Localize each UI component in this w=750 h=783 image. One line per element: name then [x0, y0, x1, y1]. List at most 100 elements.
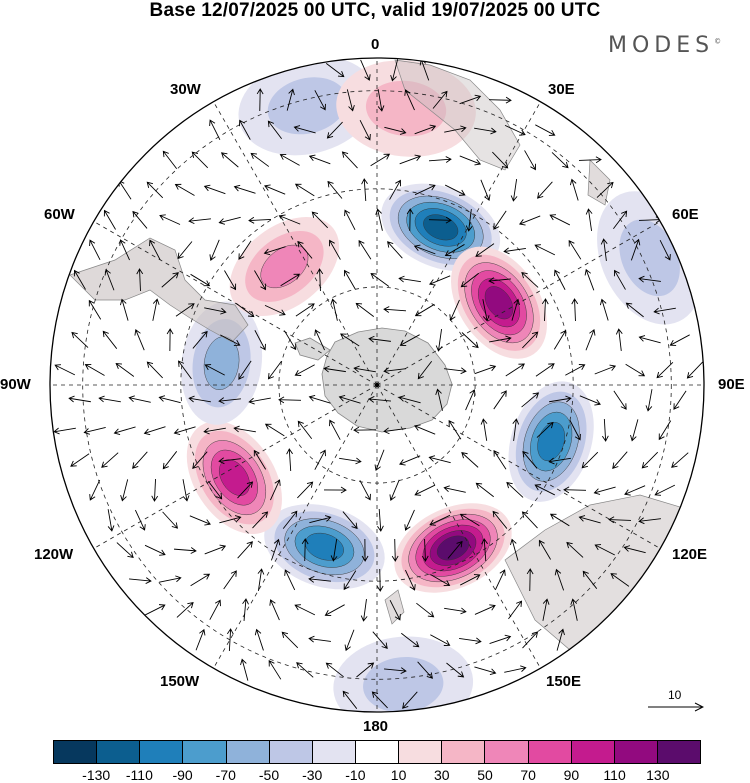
wind-arrow: [308, 635, 331, 643]
colorbar-tick-label: 50: [477, 767, 493, 783]
wind-arrow: [414, 184, 436, 196]
wind-arrow: [461, 452, 479, 468]
wind-arrow: [119, 239, 130, 261]
wind-arrow: [191, 151, 209, 169]
wind-arrow: [421, 538, 429, 562]
wind-arrow: [267, 360, 282, 380]
wind-arrow: [443, 485, 466, 493]
wind-arrow: [460, 272, 479, 288]
wind-arrow: [429, 514, 451, 526]
wind-arrow: [70, 453, 90, 467]
wind-arrow: [297, 240, 313, 259]
wind-arrow: [401, 632, 420, 648]
wind-arrow: [344, 209, 356, 230]
wind-arrow: [143, 426, 166, 436]
wind-arrow: [522, 450, 538, 469]
wind-arrow: [162, 511, 179, 529]
wind-arrow: [204, 364, 225, 376]
wind-arrow: [343, 269, 356, 290]
wind-arrow: [623, 545, 646, 554]
wind-arrow: [190, 573, 211, 587]
wind-arrow: [389, 599, 401, 621]
wind-arrow: [325, 662, 344, 678]
colorbar-tick-label: -70: [215, 767, 236, 783]
wind-arrow: [593, 486, 616, 495]
colorbar-tick-label: 30: [434, 767, 450, 783]
wind-arrow: [209, 119, 221, 141]
wind-arrow: [324, 604, 345, 616]
wind-arrow: [116, 542, 134, 558]
colorbar-tick-label: 10: [390, 767, 407, 783]
wind-arrow: [549, 214, 571, 226]
colorbar-tick-label: 110: [603, 767, 626, 783]
wind-arrow: [233, 425, 256, 433]
wind-arrow: [506, 481, 524, 498]
wind-arrow: [296, 662, 314, 678]
wind-arrow: [610, 573, 630, 587]
colorbar-swatch: [183, 741, 227, 763]
wind-arrow: [218, 216, 241, 225]
wind-arrow: [581, 451, 599, 469]
lon-label-30w: 30W: [170, 81, 201, 98]
wind-arrow: [370, 153, 391, 167]
wind-arrow: [534, 244, 556, 256]
wind-arrow: [83, 426, 106, 435]
brand-mark: ©: [714, 37, 722, 46]
wind-arrow: [596, 181, 614, 198]
wind-arrow: [178, 360, 192, 380]
wind-arrow: [475, 243, 495, 257]
wind-arrow: [541, 298, 549, 322]
colorbar-tick-label: 70: [520, 767, 536, 783]
wind-arrow: [270, 479, 281, 501]
wind-arrow: [71, 331, 89, 348]
wind-arrow: [89, 479, 101, 501]
wind-arrow: [601, 418, 609, 442]
wind-arrow: [578, 515, 601, 524]
wind-arrow: [398, 395, 421, 404]
wind-arrow: [162, 150, 178, 169]
wind-arrow: [645, 389, 653, 412]
colorbar-tick-label: -110: [125, 767, 153, 783]
wind-arrow: [68, 395, 91, 403]
wind-arrow: [314, 90, 326, 111]
wind-arrow: [384, 667, 407, 674]
wind-arrow: [253, 449, 267, 470]
wind-arrow: [383, 427, 406, 435]
wind-arrow: [536, 421, 554, 438]
colorbar-swatch: [355, 741, 400, 763]
wind-arrow: [279, 153, 300, 166]
wind-arrow: [323, 486, 347, 494]
wind-arrow: [144, 544, 166, 556]
brand-text: MODES: [608, 33, 715, 58]
wind-arrow: [237, 541, 253, 559]
wind-arrow: [554, 568, 565, 591]
colorbar: [53, 740, 701, 764]
wind-arrow: [328, 239, 341, 260]
wind-arrow: [481, 538, 488, 562]
colorbar-tick-label: 130: [646, 767, 670, 783]
wind-arrow: [493, 450, 507, 470]
wind-arrow: [489, 335, 512, 343]
wind-arrow: [492, 151, 509, 169]
colorbar-swatch: [614, 741, 658, 763]
wind-arrow: [341, 151, 358, 169]
meridian-line: [213, 384, 378, 669]
wind-arrow: [625, 302, 644, 318]
wind-arrow: [518, 215, 541, 226]
wind-arrow: [599, 298, 609, 321]
colorbar-swatch: [140, 741, 184, 763]
anomaly-contour: [537, 422, 565, 462]
wind-arrow: [474, 666, 497, 675]
wind-arrow: [654, 484, 676, 496]
wind-arrow: [159, 575, 182, 583]
wind-arrow: [444, 184, 466, 196]
wind-arrow: [428, 216, 452, 224]
wind-arrow: [372, 631, 388, 649]
colorbar-swatch: [571, 741, 615, 763]
wind-arrow: [549, 513, 570, 527]
wind-arrow: [101, 452, 119, 468]
wind-arrow: [353, 365, 376, 373]
wind-arrow: [278, 214, 301, 225]
latitude-circle: [180, 188, 574, 582]
lon-label-90w: 90W: [0, 376, 31, 393]
